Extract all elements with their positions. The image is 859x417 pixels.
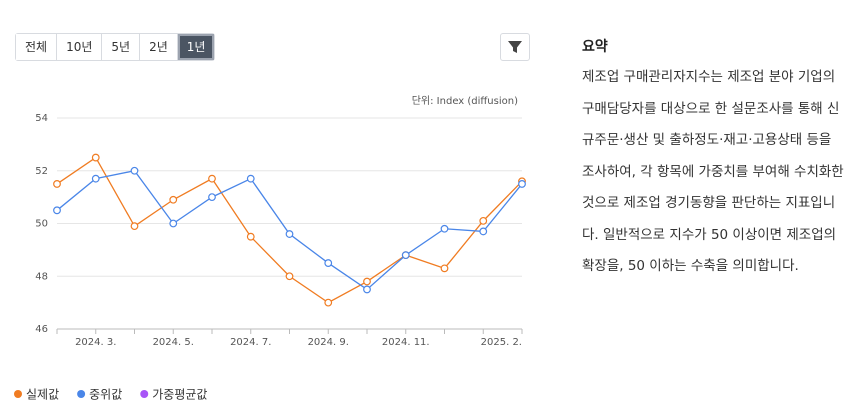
data-point xyxy=(130,222,139,231)
series-line xyxy=(56,156,523,304)
data-point xyxy=(324,298,333,307)
data-point xyxy=(363,285,371,294)
data-point xyxy=(479,216,488,225)
data-point xyxy=(91,153,100,162)
range-button[interactable]: 2년 xyxy=(140,34,178,60)
data-point xyxy=(363,277,371,286)
data-point xyxy=(401,251,410,260)
summary-title: 요약 xyxy=(582,39,608,55)
data-point xyxy=(130,166,139,175)
legend-label: 중위값 xyxy=(89,388,122,402)
x-tick-label: 2025. 2. xyxy=(481,337,522,348)
legend-swatch xyxy=(14,390,22,398)
data-point xyxy=(53,180,61,188)
x-tick-label: 2024. 3. xyxy=(75,337,116,348)
range-button[interactable]: 5년 xyxy=(102,34,141,60)
y-tick-label: 50 xyxy=(35,219,48,230)
range-button[interactable]: 10년 xyxy=(57,34,103,60)
data-point xyxy=(208,193,216,202)
data-point xyxy=(246,232,255,241)
data-point xyxy=(324,259,333,267)
y-tick-label: 54 xyxy=(35,113,48,124)
chart: 단위: Index (diffusion) 46 48 50 52 54 2024. 3.… xyxy=(14,94,526,402)
data-point xyxy=(518,180,526,188)
legend-label: 실제값 xyxy=(26,388,59,402)
y-tick-label: 52 xyxy=(35,166,48,177)
x-tick-label: 2024. 7. xyxy=(230,337,271,348)
y-tick-label: 46 xyxy=(35,324,48,335)
data-point xyxy=(91,174,100,183)
data-point xyxy=(440,224,449,233)
data-point xyxy=(169,219,178,228)
range-button[interactable]: 1년 xyxy=(177,34,215,60)
data-point xyxy=(440,264,449,273)
data-point xyxy=(285,272,294,281)
range-buttons: 전체 10년 5년 2년 1년 xyxy=(15,33,216,61)
summary-text: 제조업 구매관리자지수는 제조업 분야 기업의 구매담당자를 대상으로 한 설문… xyxy=(582,69,844,274)
filter-icon xyxy=(508,41,522,53)
data-point xyxy=(169,195,178,204)
x-tick-label: 2024. 5. xyxy=(153,337,194,348)
data-point xyxy=(285,230,294,238)
unit-label: 단위: Index (diffusion) xyxy=(412,94,518,107)
legend-label: 가중평균값 xyxy=(152,388,207,402)
filter-button[interactable] xyxy=(500,33,530,61)
data-point xyxy=(53,206,61,215)
data-point xyxy=(479,227,488,236)
range-button[interactable]: 전체 xyxy=(16,34,58,60)
x-tick-label: 2024. 11. xyxy=(382,337,430,348)
x-tick-label: 2024. 9. xyxy=(308,337,349,348)
data-point xyxy=(208,174,216,183)
y-tick-label: 48 xyxy=(35,271,48,282)
data-point xyxy=(246,174,255,183)
legend-swatch xyxy=(77,390,86,398)
series-line xyxy=(56,170,523,291)
legend-swatch xyxy=(140,390,149,398)
